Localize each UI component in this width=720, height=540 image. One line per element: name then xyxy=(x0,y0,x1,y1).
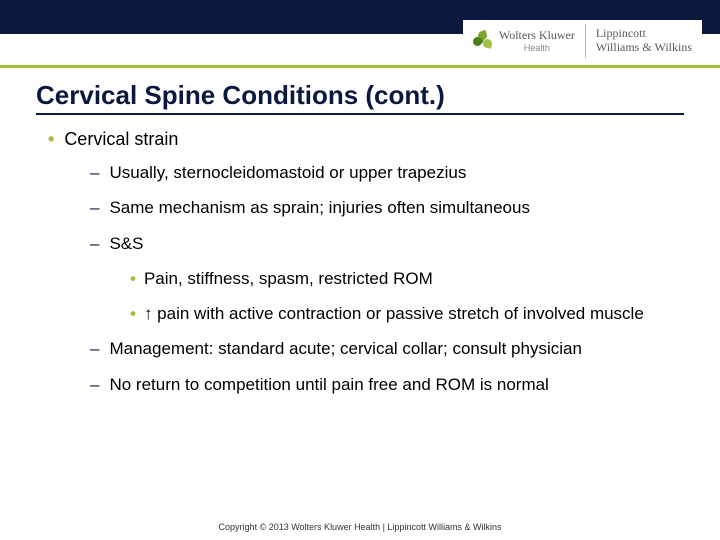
dash-icon: – xyxy=(90,338,99,359)
bullet-l2-text: Management: standard acute; cervical col… xyxy=(109,338,581,359)
dash-icon: – xyxy=(90,374,99,395)
bullet-l2: – Usually, sternocleidomastoid or upper … xyxy=(90,162,684,183)
bullet-l2-text: Usually, sternocleidomastoid or upper tr… xyxy=(109,162,466,183)
header: Wolters Kluwer Health Lippincott William… xyxy=(0,0,720,68)
lww-line2: Williams & Wilkins xyxy=(596,41,692,55)
copyright-footer: Copyright © 2013 Wolters Kluwer Health |… xyxy=(0,522,720,532)
brand-divider xyxy=(585,24,586,58)
bullet-l2: – Management: standard acute; cervical c… xyxy=(90,338,684,359)
bullet-l2-text: No return to competition until pain free… xyxy=(109,374,548,395)
lippincott-logo: Lippincott Williams & Wilkins xyxy=(596,27,692,55)
bullet-l2: – Same mechanism as sprain; injuries oft… xyxy=(90,197,684,218)
bullet-l3: • ↑ pain with active contraction or pass… xyxy=(130,303,684,324)
bullet-dot-icon: • xyxy=(48,129,54,150)
bullet-l2-text: Same mechanism as sprain; injuries often… xyxy=(109,197,529,218)
bullet-l3-text: ↑ pain with active contraction or passiv… xyxy=(144,303,644,324)
dash-icon: – xyxy=(90,162,99,183)
brand-area: Wolters Kluwer Health Lippincott William… xyxy=(463,20,702,62)
wk-name: Wolters Kluwer xyxy=(499,29,575,42)
dash-icon: – xyxy=(90,197,99,218)
bullet-l1-text: Cervical strain xyxy=(64,129,178,150)
lww-line1: Lippincott xyxy=(596,27,692,41)
wolters-kluwer-logo: Wolters Kluwer Health xyxy=(473,29,575,53)
green-rule xyxy=(0,65,720,68)
slide-content: Cervical Spine Conditions (cont.) • Cerv… xyxy=(0,68,720,395)
slide-title: Cervical Spine Conditions (cont.) xyxy=(36,80,684,115)
bullet-l1: • Cervical strain xyxy=(48,129,684,150)
bullet-l3-text: Pain, stiffness, spasm, restricted ROM xyxy=(144,268,433,289)
bullet-dot-icon: • xyxy=(130,268,136,289)
bullet-l2: – No return to competition until pain fr… xyxy=(90,374,684,395)
bullet-l2-text: S&S xyxy=(109,233,143,254)
bullet-l2: – S&S xyxy=(90,233,684,254)
wk-sub: Health xyxy=(499,43,575,53)
bullet-dot-icon: • xyxy=(130,303,136,324)
bullet-l3: • Pain, stiffness, spasm, restricted ROM xyxy=(130,268,684,289)
dash-icon: – xyxy=(90,233,99,254)
leaf-icon xyxy=(473,31,493,51)
